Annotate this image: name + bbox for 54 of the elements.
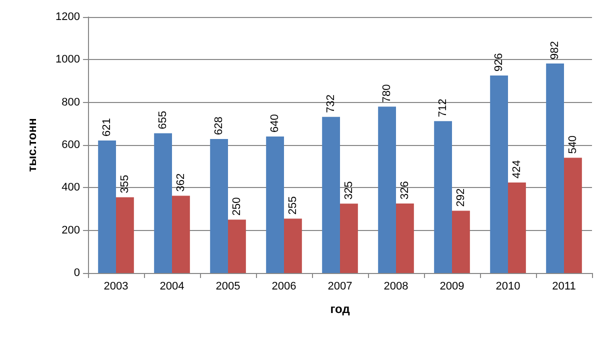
bar (284, 218, 302, 273)
y-axis-title: тыс.тонн (25, 118, 39, 172)
x-tick-label: 2010 (496, 280, 520, 292)
data-label: 325 (342, 181, 355, 200)
bar (154, 133, 172, 273)
y-tick-label: 1200 (56, 11, 80, 23)
x-tick-label: 2004 (160, 280, 184, 292)
x-tick-label: 2011 (552, 280, 576, 292)
bar (266, 136, 284, 273)
bar (210, 139, 228, 273)
x-tick-label: 2007 (328, 280, 352, 292)
data-label: 926 (493, 53, 506, 72)
bar (564, 158, 582, 273)
data-label: 628 (213, 116, 226, 136)
bar (434, 121, 452, 273)
x-axis-title: год (330, 302, 350, 316)
data-label: 292 (454, 188, 467, 207)
x-tick-label: 2005 (216, 280, 240, 292)
x-tick-label: 2006 (272, 280, 296, 292)
y-tick-label: 400 (62, 182, 80, 194)
x-tick-label: 2003 (104, 280, 128, 292)
bar (490, 75, 508, 273)
bar (228, 220, 246, 273)
x-tick-label: 2008 (384, 280, 408, 292)
data-label: 250 (230, 197, 243, 216)
bar (340, 204, 358, 273)
data-label: 640 (269, 114, 282, 132)
data-label: 326 (398, 181, 411, 200)
bar (396, 203, 414, 273)
data-label: 982 (549, 41, 562, 60)
bar (116, 197, 134, 273)
y-tick-label: 800 (62, 96, 80, 108)
y-tick-label: 600 (62, 139, 80, 151)
data-label: 362 (174, 173, 187, 192)
data-label: 780 (381, 84, 394, 103)
bar (546, 64, 564, 273)
data-label: 424 (510, 160, 523, 179)
data-label: 255 (286, 196, 299, 215)
bar (378, 106, 396, 273)
y-tick-label: 200 (62, 224, 80, 236)
data-label: 712 (437, 98, 450, 118)
data-label: 732 (325, 94, 338, 113)
data-label: 355 (118, 174, 131, 194)
y-tick-label: 0 (74, 267, 80, 279)
bar (172, 196, 190, 273)
data-label: 655 (157, 110, 170, 130)
x-tick-label: 2009 (440, 280, 464, 292)
bar (452, 210, 470, 273)
bar (322, 116, 340, 273)
bar (98, 140, 116, 273)
data-label: 621 (101, 118, 114, 137)
bar (508, 182, 526, 273)
y-tick-label: 1000 (56, 54, 80, 66)
data-label: 540 (566, 135, 579, 154)
